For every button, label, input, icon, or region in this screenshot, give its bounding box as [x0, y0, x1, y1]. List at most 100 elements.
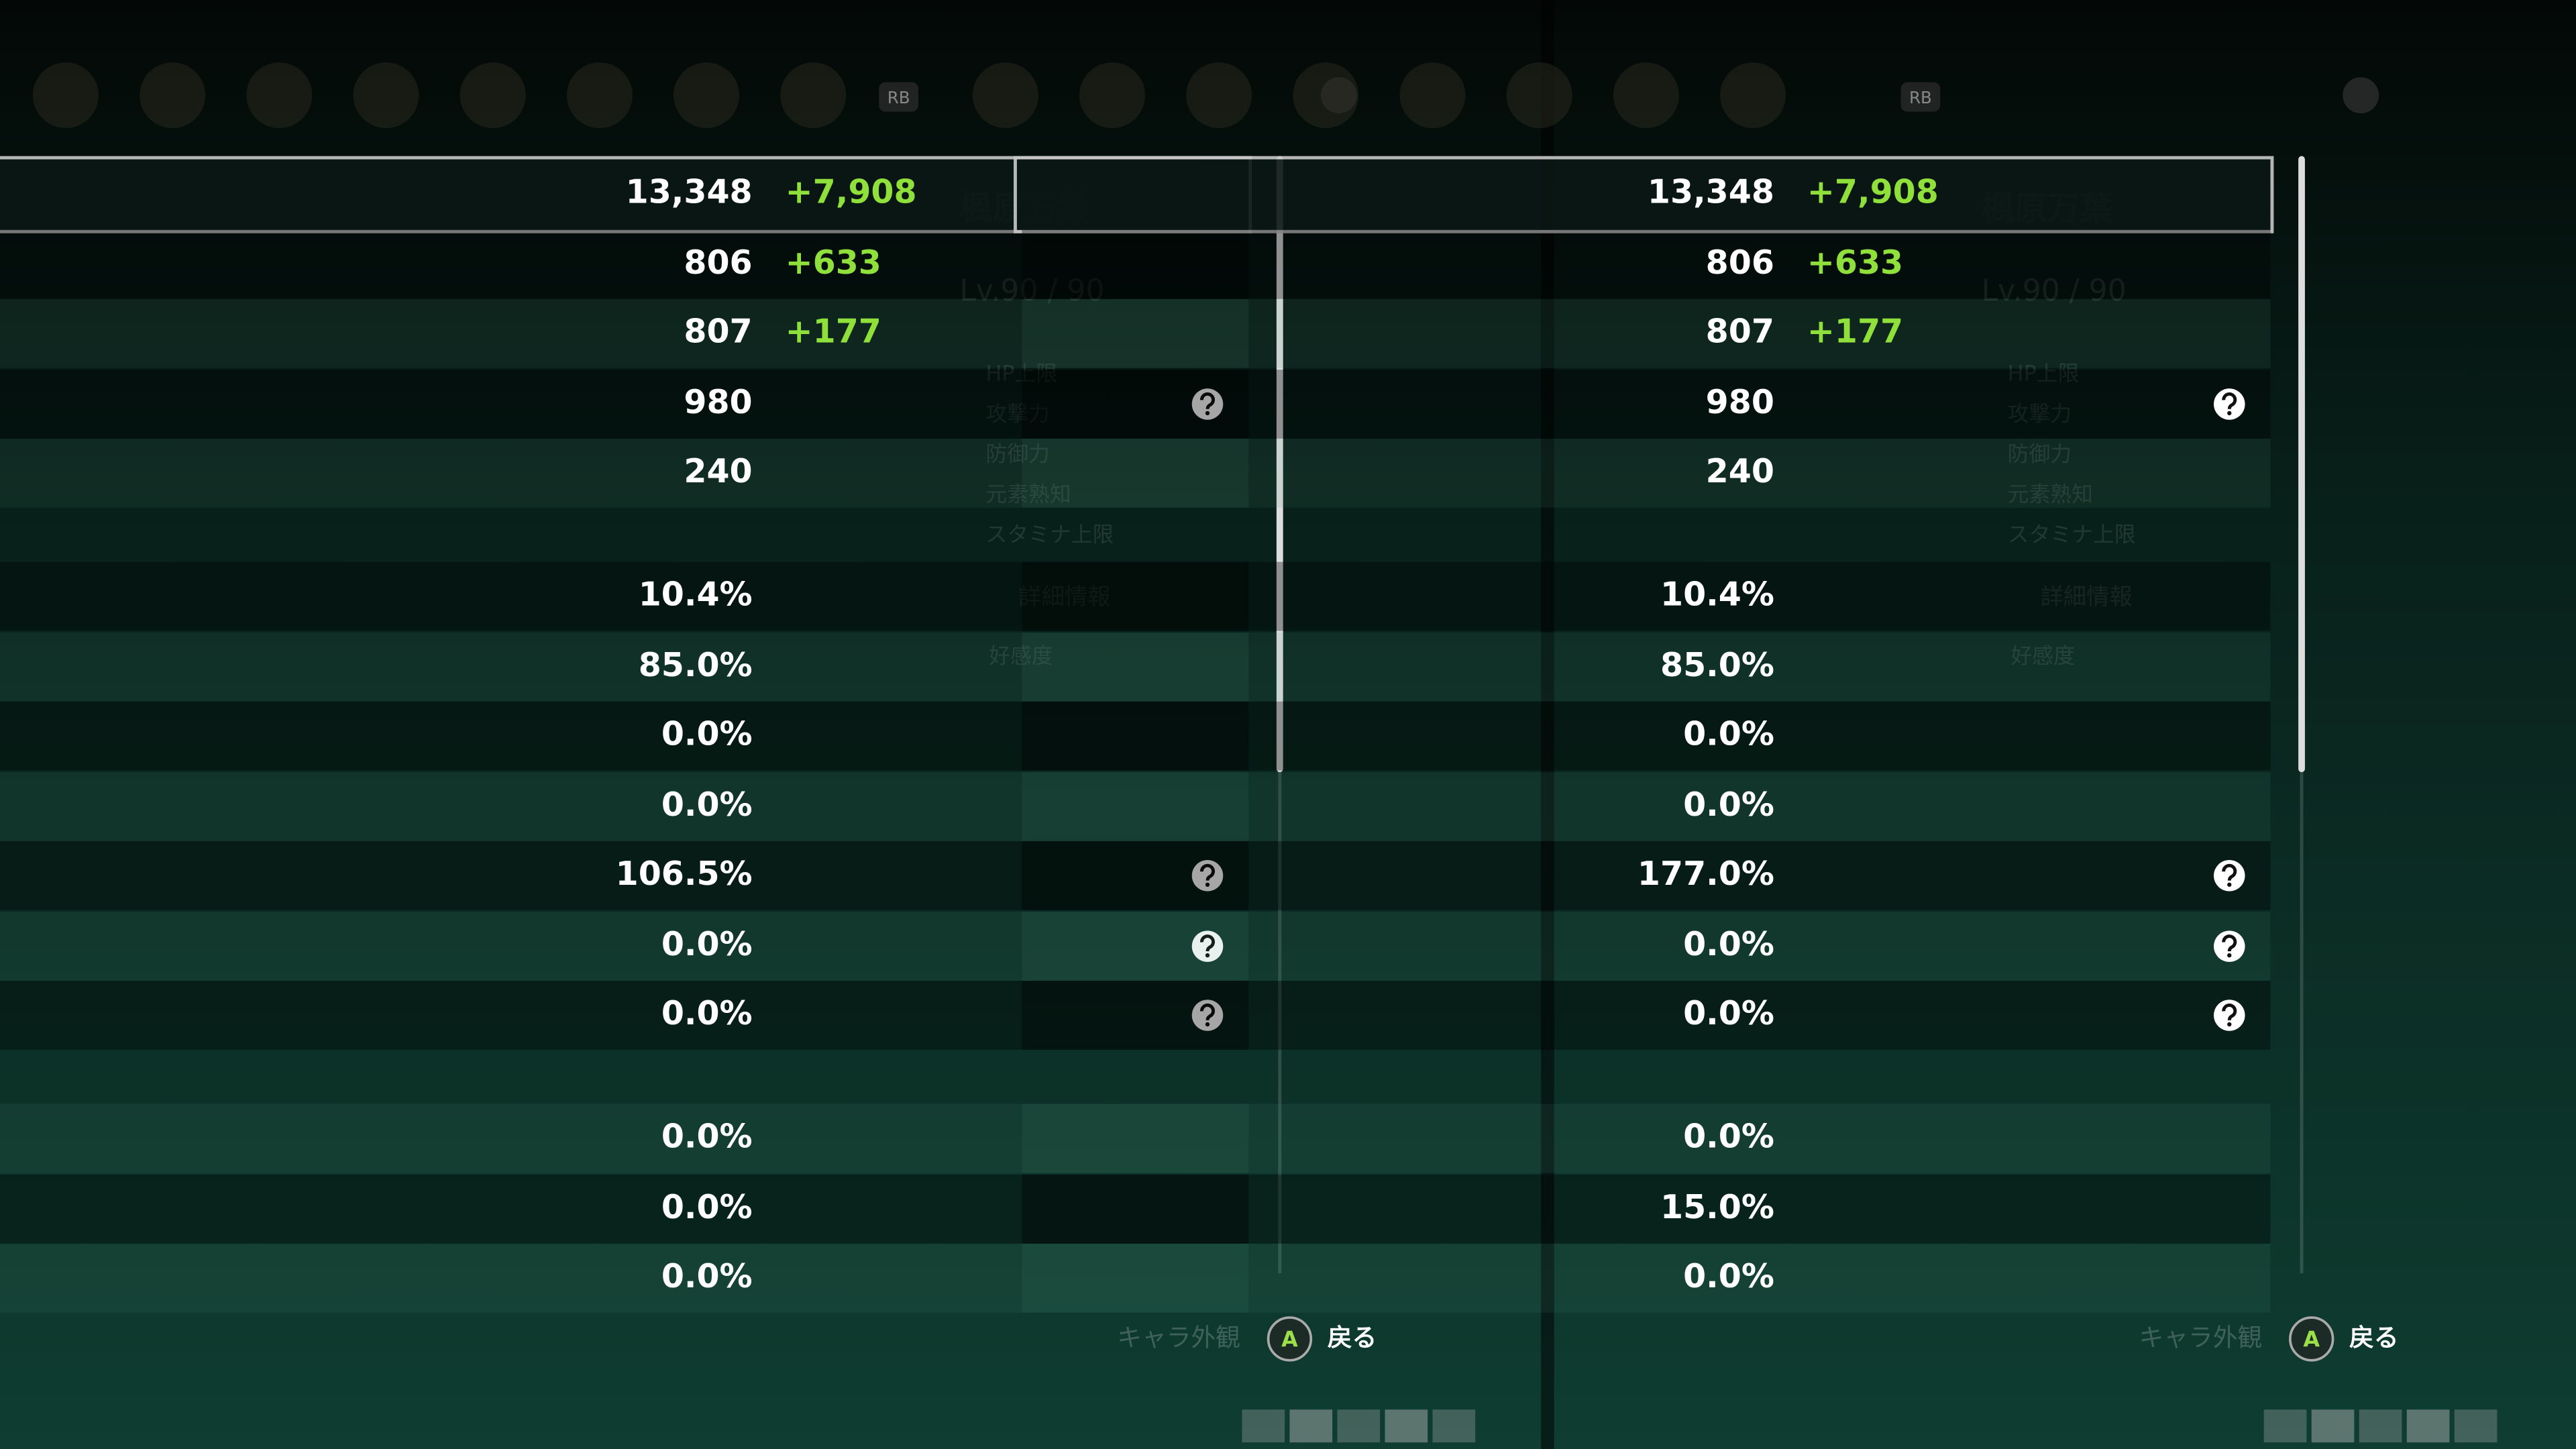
help-glyph: [2222, 392, 2237, 409]
help-glyph: [1199, 934, 1215, 952]
stat-row: [1022, 1243, 2271, 1313]
stat-value: 240: [684, 452, 752, 490]
avatar-icon: [674, 62, 740, 129]
stat-label: 防御力: [2008, 441, 2072, 466]
avatar-icon: [1186, 62, 1252, 129]
stat-value: 10.4%: [639, 575, 753, 613]
stat-bonus: +177: [1807, 313, 1903, 351]
stat-row: [0, 632, 1249, 702]
uid-blur: [2263, 1409, 2307, 1443]
friendship-label: 好感度: [2011, 643, 2076, 669]
uid-blur: [1432, 1409, 1476, 1443]
stat-value: 13,348: [1648, 172, 1774, 211]
stat-value: 0.0%: [1683, 925, 1774, 963]
stat-row: [1022, 299, 2271, 368]
character-level: Lv.90 / 90: [1981, 274, 2126, 308]
details-label: 詳細情報: [2041, 584, 2133, 610]
friendship-label: 好感度: [989, 643, 1053, 669]
help-glyph: [2222, 1003, 2237, 1020]
scroll-thumb: [1276, 156, 1283, 773]
back-label: 戻る: [2349, 1323, 2398, 1352]
button-a-label: A: [2303, 1326, 2320, 1352]
stat-row: [1022, 370, 2271, 439]
stat-row: [0, 561, 1249, 631]
help-icon: [2214, 388, 2245, 420]
appearance-label: キャラ外観: [2139, 1323, 2263, 1352]
uid-blur: [1385, 1409, 1428, 1443]
stat-row: [0, 438, 1249, 508]
stat-label: 防御力: [985, 441, 1050, 466]
stat-bonus: +7,908: [1807, 172, 1939, 211]
stat-value: 0.0%: [1683, 1257, 1774, 1295]
help-icon: [2214, 1000, 2245, 1031]
stat-bonus: +177: [786, 313, 881, 351]
stat-row: [0, 299, 1249, 368]
stat-row: [1022, 438, 2271, 508]
stat-value: 177.0%: [1638, 855, 1774, 893]
stat-row: [0, 701, 1249, 771]
avatar-icon: [1613, 62, 1679, 129]
stat-row: [1022, 981, 2271, 1050]
stat-label: HP上限: [2008, 360, 2080, 386]
stat-value: 85.0%: [1660, 646, 1774, 684]
help-dot: [1205, 1022, 1210, 1027]
stat-value: 0.0%: [661, 925, 753, 963]
selected-row: [1014, 156, 2274, 233]
stat-row: [1022, 701, 2271, 771]
avatar-icon: [246, 62, 313, 129]
tab-button-bg: [1900, 82, 1941, 112]
help-dot: [1205, 953, 1210, 958]
uid-blur: [2359, 1409, 2402, 1443]
stat-value: 0.0%: [661, 715, 753, 753]
avatar-icon: [1720, 62, 1786, 129]
avatar-icon: [780, 62, 847, 129]
stat-row: [1022, 1104, 2271, 1173]
help-dot: [2227, 411, 2232, 416]
stat-value: 13,348: [626, 172, 753, 211]
stat-value: 0.0%: [1683, 994, 1774, 1032]
stat-value: 980: [684, 383, 752, 421]
avatar-icon: [972, 62, 1038, 129]
stat-row: [0, 772, 1249, 841]
help-icon: [1191, 860, 1224, 892]
uid-blur: [2406, 1409, 2450, 1443]
stat-label: 元素熟知: [985, 481, 1071, 506]
avatar-icon: [32, 62, 99, 129]
stat-row: [1022, 561, 2271, 631]
help-dot: [1205, 882, 1210, 887]
stat-row: [0, 1104, 1249, 1173]
avatar-icon: [460, 62, 526, 129]
stat-row: [0, 229, 1249, 299]
help-icon: [1191, 388, 1224, 420]
menu-icon: [2343, 77, 2379, 113]
avatar-icon: [1079, 62, 1145, 129]
stat-value: 10.4%: [1660, 575, 1774, 613]
stat-value: 807: [684, 313, 752, 351]
details-label: 詳細情報: [1018, 584, 1110, 610]
help-glyph: [1199, 1003, 1215, 1020]
stat-value: 0.0%: [661, 786, 753, 824]
stat-label: スタミナ上限: [985, 521, 1114, 547]
stats-panel: RB楓原万葉Lv.90 / 90HP上限攻撃力防御力元素熟知スタミナ上限詳細情報…: [0, 62, 1476, 1443]
stat-row: [1022, 632, 2271, 702]
help-glyph: [1199, 392, 1215, 409]
stat-row: [1022, 1175, 2271, 1244]
stat-row: [1022, 229, 2271, 299]
uid-blur: [1337, 1409, 1381, 1443]
back-label: 戻る: [1328, 1323, 1377, 1352]
help-dot: [1205, 411, 1210, 416]
stat-row: [0, 981, 1249, 1050]
help-icon: [2214, 860, 2245, 892]
stat-label: 攻撃力: [2008, 400, 2072, 426]
stat-value: 15.0%: [1660, 1188, 1774, 1226]
stat-value: 0.0%: [1683, 715, 1774, 753]
stat-value: 980: [1706, 383, 1774, 421]
stat-row: [0, 1243, 1249, 1313]
stat-value: 0.0%: [661, 994, 753, 1032]
avatar-icon: [140, 62, 206, 129]
stat-row: [1022, 912, 2271, 981]
stat-row: [0, 1175, 1249, 1244]
stat-value: 106.5%: [616, 855, 753, 893]
